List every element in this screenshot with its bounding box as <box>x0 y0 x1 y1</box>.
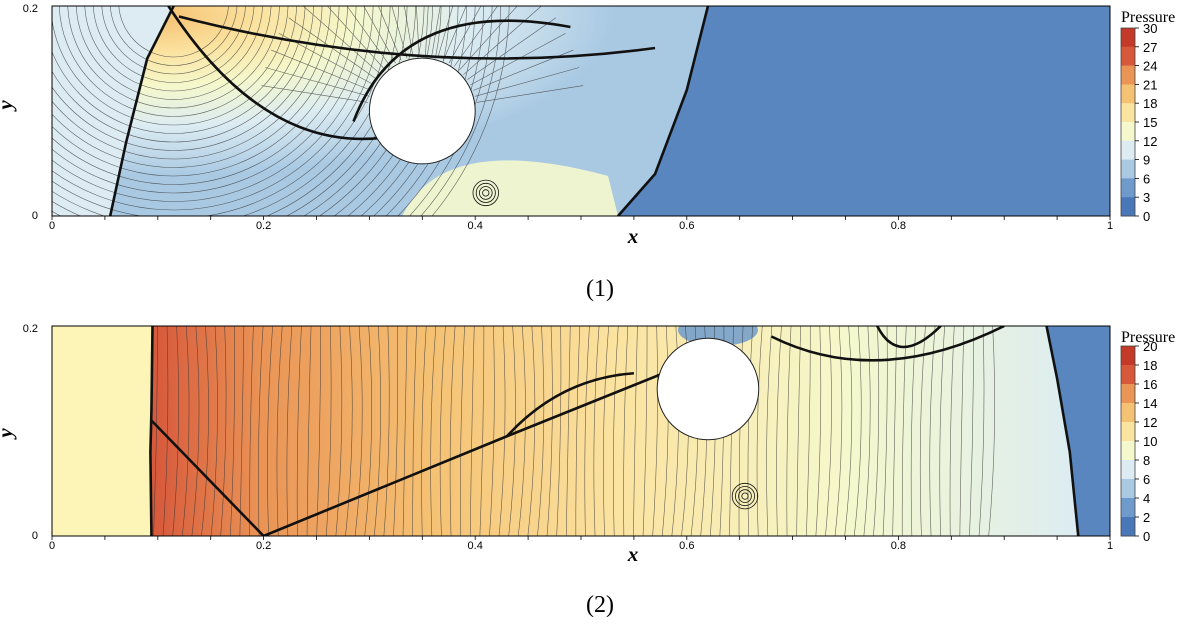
colorbar-band <box>1121 46 1135 67</box>
colorbar-band <box>1121 103 1135 123</box>
bow-shock <box>149 326 154 536</box>
colorbar-band <box>1121 498 1135 518</box>
panel-1: 00.20.40.60.8100.2xy(1)Pressure302724211… <box>0 3 1175 302</box>
colorbar-tick-label: 16 <box>1143 377 1157 392</box>
mach-stem <box>178 15 656 60</box>
colorbar-tick-label: 0 <box>1143 209 1150 224</box>
main-shock <box>1045 326 1080 536</box>
colorbar-tick-label: 12 <box>1143 134 1157 149</box>
colorbar-tick-label: 12 <box>1143 415 1157 430</box>
shock-lines <box>149 326 1080 536</box>
low-pressure-region <box>1046 326 1110 536</box>
colorbar-band <box>1121 403 1135 423</box>
colorbar-tick-label: 14 <box>1143 396 1157 411</box>
panel-caption: (1) <box>586 276 614 302</box>
panel-2: 00.20.40.60.8100.2xy(2)Pressure201816141… <box>0 323 1175 618</box>
colorbar-tick-label: 30 <box>1143 21 1157 36</box>
triple-point-wave <box>505 371 634 438</box>
colorbar-band <box>1121 479 1135 499</box>
panel-caption: (2) <box>586 592 614 618</box>
colorbar-band <box>1121 441 1135 461</box>
y-axis-label: y <box>0 100 17 113</box>
y-tick-label: 0.2 <box>23 3 38 15</box>
x-axis-label: x <box>627 542 639 566</box>
colorbar-band <box>1121 28 1135 48</box>
axes: 0 0.2 0.4 0.6 0.8 1 0 0.2 x y <box>0 3 1113 248</box>
panels: 00.20.40.60.8100.2xy(1)Pressure302724211… <box>0 3 1175 618</box>
x-tick-label: 0.6 <box>679 540 694 552</box>
axes: 0 0.2 0.4 0.6 0.8 1 0 0.2 x y <box>0 323 1113 566</box>
x-tick-label: 1 <box>1107 540 1113 552</box>
colorbar-tick-label: 27 <box>1143 40 1157 55</box>
diffracted-wave <box>352 19 571 122</box>
colorbar-band <box>1121 122 1135 142</box>
cylinder <box>656 337 760 441</box>
x-tick-label: 0.6 <box>679 220 694 232</box>
x-tick-label: 0.4 <box>468 540 483 552</box>
shock-lines <box>108 6 710 216</box>
colorbar-tick-label: 21 <box>1143 77 1157 92</box>
x-tick-label: 0.2 <box>256 540 271 552</box>
colorbar-tick-label: 3 <box>1143 190 1150 205</box>
upper-wave-2 <box>876 326 942 349</box>
colorbar-band <box>1121 365 1135 385</box>
x-tick-label: 0.8 <box>891 220 906 232</box>
colorbar-tick-label: 24 <box>1143 59 1157 74</box>
colorbar-tick-label: 2 <box>1143 510 1150 525</box>
x-axis-label: x <box>627 224 639 248</box>
y-tick-label: 0.2 <box>23 323 38 335</box>
pressure-field <box>52 6 1110 216</box>
pressure-field <box>52 326 1110 536</box>
colorbar-title: Pressure <box>1121 9 1175 26</box>
colorbar-band <box>1121 197 1135 217</box>
colorbar-band <box>1121 159 1135 179</box>
x-tick-label: 0.2 <box>256 220 271 232</box>
colorbar-band <box>1121 84 1135 104</box>
colorbar-band <box>1121 65 1135 85</box>
colorbar-tick-label: 6 <box>1143 472 1150 487</box>
cylinder <box>368 57 476 165</box>
colorbar-band <box>1121 140 1135 161</box>
reflected-wave <box>150 372 663 536</box>
colorbar-tick-label: 18 <box>1143 96 1157 111</box>
upper-wave <box>770 326 1005 362</box>
colorbar-title: Pressure <box>1121 329 1175 346</box>
vortex <box>731 482 759 510</box>
bow-shock <box>108 6 175 216</box>
colorbar-band <box>1121 178 1135 198</box>
x-tick-label: 0.8 <box>891 540 906 552</box>
shocked-region <box>151 326 1079 536</box>
colorbar-band <box>1121 517 1135 537</box>
x-tick-label: 0 <box>49 540 55 552</box>
colorbar-tick-label: 20 <box>1143 339 1157 354</box>
vortex <box>472 179 499 207</box>
colorbar-band <box>1121 422 1135 442</box>
colorbar-tick-label: 10 <box>1143 434 1157 449</box>
wake-region <box>402 160 619 216</box>
contour-lines <box>153 326 995 536</box>
colorbar-tick-label: 4 <box>1143 491 1150 506</box>
colorbar-tick-label: 15 <box>1143 115 1157 130</box>
colorbar-band <box>1121 384 1135 404</box>
x-tick-label: 0 <box>49 220 55 232</box>
y-axis-label: y <box>0 428 17 441</box>
colorbar-band <box>1121 460 1135 480</box>
y-tick-label: 0 <box>32 530 38 542</box>
colorbar-tick-label: 8 <box>1143 453 1150 468</box>
low-pressure-region <box>618 6 1110 216</box>
y-tick-label: 0 <box>32 210 38 222</box>
colorbar-tick-label: 6 <box>1143 171 1150 186</box>
main-shock <box>617 6 710 216</box>
colorbar-tick-label: 18 <box>1143 358 1157 373</box>
reflected-wave <box>167 6 386 141</box>
colorbar-tick-label: 0 <box>1143 529 1150 544</box>
x-tick-label: 1 <box>1107 220 1113 232</box>
colorbar-band <box>1121 346 1135 366</box>
colorbar-tick-label: 9 <box>1143 153 1150 168</box>
x-tick-label: 0.4 <box>468 220 483 232</box>
